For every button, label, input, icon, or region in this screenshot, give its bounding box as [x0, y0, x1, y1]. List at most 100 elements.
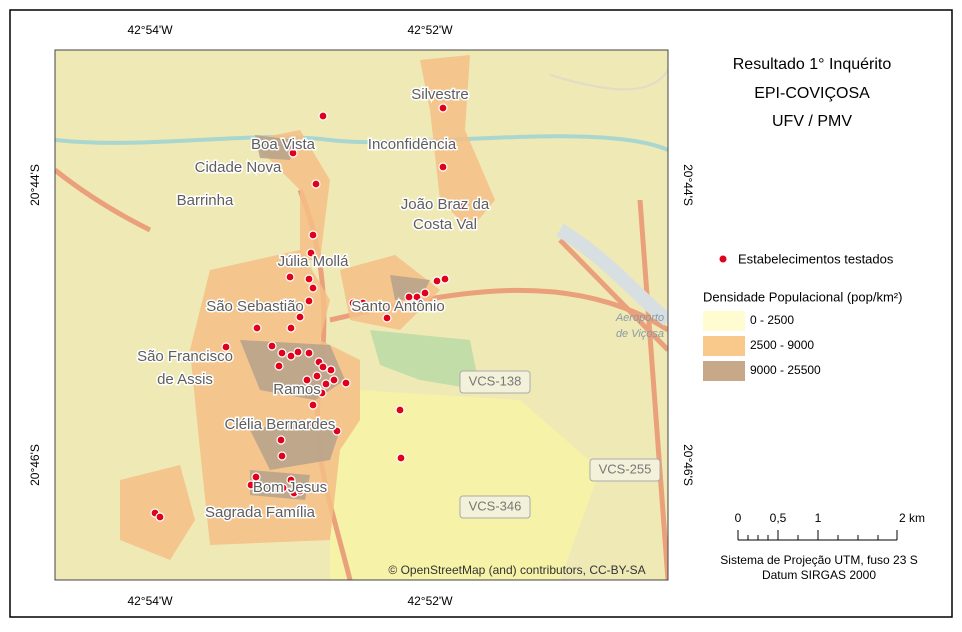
legend-swatch — [703, 311, 745, 331]
point — [420, 288, 430, 298]
graticule-label: 20°44'S — [28, 164, 42, 206]
projection: Sistema de Projeção UTM, fuso 23 S — [720, 553, 917, 567]
legend-title: Densidade Populacional (pop/km²) — [703, 289, 902, 304]
title: Resultado 1° Inquérito — [733, 56, 892, 73]
road-shield — [459, 495, 531, 519]
point — [308, 230, 318, 240]
graticule-label: 42°54'W — [127, 23, 173, 37]
point — [318, 362, 328, 372]
graticule-label: 42°54'W — [127, 594, 173, 608]
point — [308, 400, 318, 410]
point — [311, 179, 321, 189]
place-label: Boa Vista — [251, 136, 316, 153]
title: EPI-COVIÇOSA — [754, 85, 870, 102]
point — [252, 323, 262, 333]
point — [286, 323, 296, 333]
point — [395, 405, 405, 415]
point — [155, 512, 165, 522]
point — [302, 375, 312, 385]
legend-label: Estabelecimentos testados — [738, 251, 894, 266]
road-label: VCS-346 — [469, 498, 522, 513]
point — [286, 351, 296, 361]
place-label: Sagrada Família — [205, 504, 316, 521]
place-label: São Sebastião — [206, 298, 304, 315]
place-label: de Viçosa — [616, 328, 664, 340]
road-label: VCS-138 — [469, 373, 522, 388]
title: UFV / PMV — [772, 113, 852, 130]
point — [412, 292, 422, 302]
place-label: Aeroporto — [615, 312, 664, 324]
road-shield — [459, 370, 531, 394]
place-label: Silvestre — [411, 86, 469, 103]
point — [458, 201, 468, 211]
scale-label: 0 — [735, 511, 742, 525]
point — [318, 111, 328, 121]
legend-label: 9000 - 25500 — [750, 363, 821, 377]
graticule-label: 42°52'W — [407, 23, 453, 37]
point — [382, 313, 392, 323]
point — [295, 486, 305, 496]
point — [432, 276, 442, 286]
legend-point — [719, 255, 727, 263]
point — [317, 388, 327, 398]
point — [221, 342, 231, 352]
legend-label: 0 - 2500 — [750, 313, 794, 327]
point — [304, 274, 314, 284]
point — [304, 296, 314, 306]
point — [312, 371, 322, 381]
point — [288, 254, 298, 264]
point — [267, 341, 277, 351]
place-label: de Assis — [157, 371, 213, 388]
legend-swatch — [703, 336, 745, 356]
graticule-label: 20°44'S — [681, 164, 695, 206]
place-label: Júlia Mollá — [278, 253, 350, 270]
point — [329, 375, 339, 385]
place-label: Inconfidência — [368, 136, 457, 153]
point — [304, 348, 314, 358]
place-label: João Braz da — [401, 196, 490, 213]
point — [396, 453, 406, 463]
legend-label: 2500 - 9000 — [750, 338, 814, 352]
road-label: VCS-255 — [599, 461, 652, 476]
point — [438, 103, 448, 113]
point — [277, 348, 287, 358]
point — [308, 283, 318, 293]
place-label: Costa Val — [413, 216, 477, 233]
point — [246, 480, 256, 490]
point — [251, 472, 261, 482]
scale-label: 2 km — [899, 511, 925, 525]
point — [306, 248, 316, 258]
point — [295, 312, 305, 322]
point — [304, 418, 314, 428]
point — [288, 148, 298, 158]
place-label: Ramos — [273, 381, 321, 398]
basemap — [55, 50, 668, 580]
point — [358, 298, 368, 308]
graticule-label: 20°46'S — [28, 444, 42, 486]
place-label: Clélia Bernardes — [225, 416, 336, 433]
point — [276, 435, 286, 445]
graticule-label: 20°46'S — [681, 444, 695, 486]
point — [348, 298, 358, 308]
projection: Datum SIRGAS 2000 — [762, 568, 876, 582]
legend-swatch — [703, 361, 745, 381]
point — [438, 162, 448, 172]
point — [277, 451, 287, 461]
point — [418, 88, 428, 98]
graticule-label: 42°52'W — [407, 594, 453, 608]
place-label: São Francisco — [137, 348, 233, 365]
place-label: Barrinha — [177, 192, 234, 209]
point — [341, 378, 351, 388]
point — [321, 379, 331, 389]
point — [332, 426, 342, 436]
point — [285, 272, 295, 282]
point — [286, 475, 296, 485]
point — [278, 483, 288, 493]
point — [326, 365, 336, 375]
map-frame — [54, 49, 669, 581]
points — [150, 88, 468, 522]
attribution: © OpenStreetMap (and) contributors, CC-B… — [388, 563, 645, 577]
place-label: Santo Antônio — [351, 298, 444, 315]
scale-label: 0,5 — [770, 511, 787, 525]
